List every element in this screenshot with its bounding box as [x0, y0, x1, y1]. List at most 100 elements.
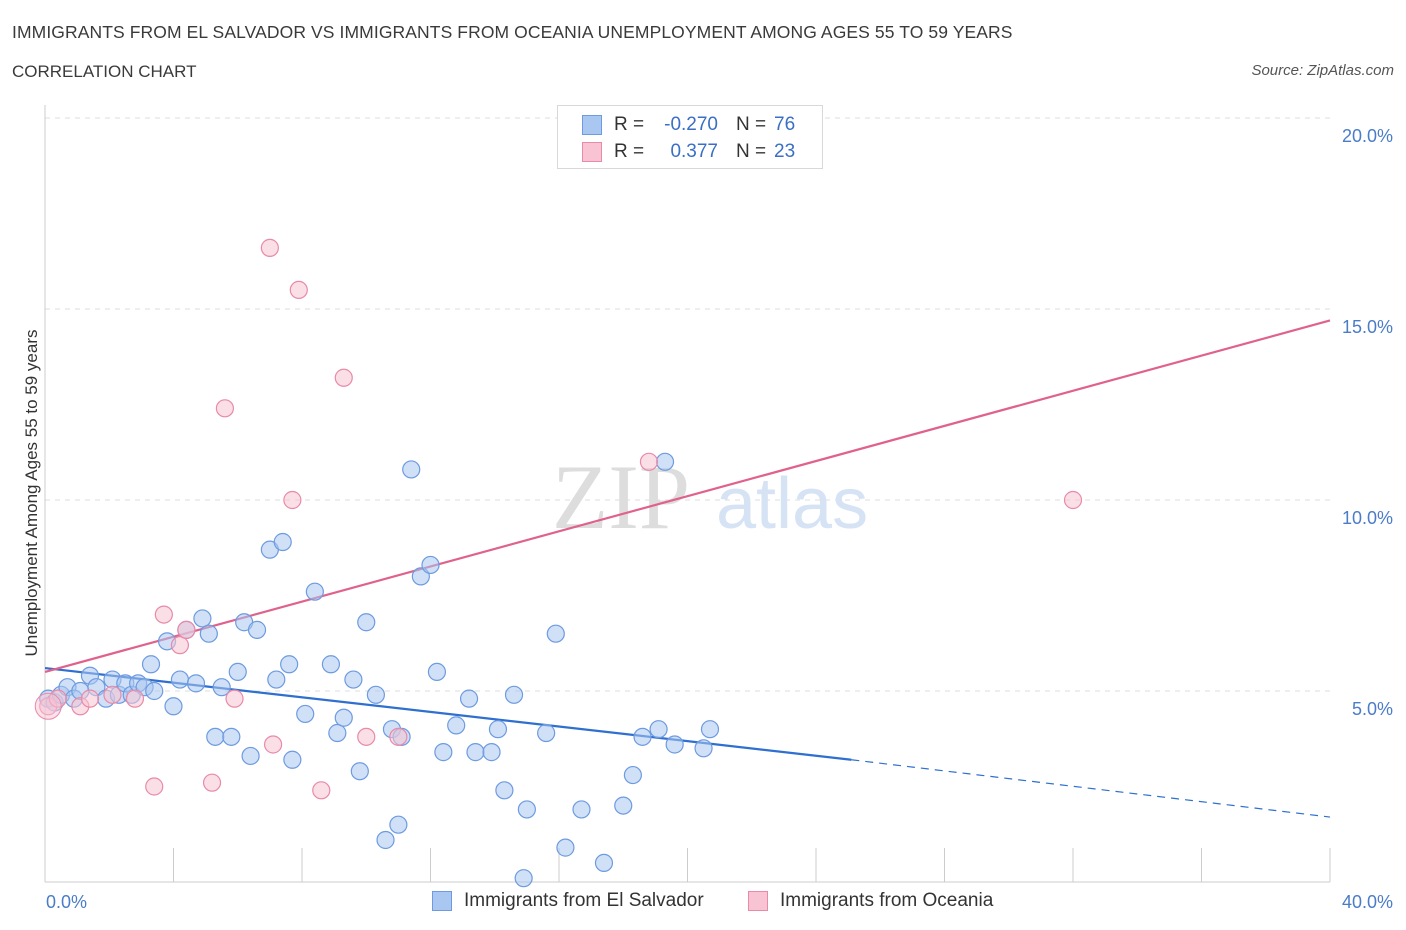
el-salvador-point [212, 678, 231, 697]
el-salvador-point [421, 555, 440, 575]
axes [44, 105, 1331, 883]
el-salvador-point [482, 743, 501, 762]
el-salvador-point [305, 582, 324, 601]
gridlines [45, 117, 1330, 692]
el-salvador-point [296, 704, 315, 724]
el-salvador-point [517, 800, 536, 819]
el-salvador-point [222, 727, 241, 746]
el-salvador-point [623, 765, 642, 785]
el-salvador-point [344, 670, 363, 689]
y-axis-label: Unemployment Among Ages 55 to 59 years [22, 330, 41, 657]
oceania-point [1063, 490, 1083, 510]
el-salvador-point [376, 830, 395, 850]
legend-row-el-salvador: R = -0.270 N = 76 [582, 113, 795, 137]
el-salvador-point [241, 746, 260, 766]
el-salvador-point [514, 869, 533, 888]
el-salvador-point [488, 720, 508, 739]
el-salvador-point [466, 743, 485, 762]
el-salvador-point [504, 685, 524, 704]
el-salvador-point [357, 613, 376, 632]
y-tick-label: 20.0% [1342, 126, 1393, 146]
x-tick-label: 40.0% [1342, 892, 1393, 912]
bottom-legend-label-el-salvador: Immigrants from El Salvador [464, 890, 704, 911]
el-salvador-point [389, 815, 408, 834]
y-tick-label: 10.0% [1342, 508, 1393, 528]
oceania-point [177, 620, 196, 639]
points [34, 238, 1083, 888]
source-label: Source: ZipAtlas.com [1251, 62, 1394, 79]
oceania-point [389, 727, 408, 746]
el-salvador-point [665, 735, 684, 754]
bottom-legend-el-salvador: Immigrants from El Salvador [432, 890, 704, 912]
watermark-atlas: atlas [716, 464, 868, 544]
el-salvador-point [228, 662, 247, 682]
chart-subtitle: CORRELATION CHART [12, 62, 197, 81]
bottom-legend-swatch-el-salvador [432, 891, 452, 911]
el-salvador-point [267, 670, 286, 689]
legend-r-label: R = [614, 141, 645, 162]
el-salvador-point [594, 853, 614, 873]
el-salvador-point [186, 674, 206, 693]
el-salvador-point [655, 452, 675, 471]
el-salvador-point [247, 620, 267, 639]
oceania-point [154, 605, 173, 624]
oceania-point [312, 781, 331, 800]
el-salvador-point [141, 655, 161, 674]
oceania-point [225, 689, 244, 708]
oceania-point [289, 280, 308, 299]
legend-swatch-oceania [582, 142, 602, 162]
oceania-point [639, 452, 659, 471]
y-tick-label: 5.0% [1352, 699, 1393, 719]
oceania-point [263, 735, 283, 754]
el-salvador-point [145, 681, 164, 701]
oceania-point [334, 368, 353, 387]
legend: R = -0.270 N = 76 R = 0.377 N = 23 [557, 105, 823, 169]
el-salvador-point [402, 460, 421, 479]
el-salvador-point [447, 716, 466, 735]
el-salvador-point [170, 670, 190, 689]
y-tick-label: 15.0% [1342, 317, 1393, 337]
el-salvador-point [495, 781, 514, 800]
el-salvador-point [459, 689, 479, 708]
el-salvador-point [434, 743, 453, 762]
legend-r-value: -0.270 [664, 114, 718, 135]
oceania-point [202, 773, 222, 792]
oceania-point [145, 777, 164, 796]
legend-n-value: 76 [774, 114, 796, 135]
tick-labels: 5.0% 10.0% 15.0% 20.0% 0.0% 40.0% [46, 126, 1393, 912]
watermark: ZIP atlas [552, 446, 868, 548]
el-salvador-point [694, 739, 713, 758]
x-tick-label: 0.0% [46, 892, 87, 912]
el-salvador-point [334, 708, 353, 727]
chart-title: IMMIGRANTS FROM EL SALVADOR VS IMMIGRANT… [12, 22, 1013, 42]
oceania-point [357, 727, 376, 746]
legend-swatch-el-salvador [582, 115, 602, 135]
oceania-point [125, 689, 145, 708]
oceania-trendline [44, 319, 1331, 673]
el-salvador-point [633, 727, 652, 746]
legend-r-label: R = [614, 114, 645, 135]
el-salvador-point [350, 762, 369, 781]
el-salvador-point [556, 838, 575, 857]
el-salvador-point [283, 750, 302, 769]
el-salvador-point [193, 609, 212, 628]
el-salvador-point [199, 624, 218, 643]
legend-n-label: N = [736, 141, 767, 162]
legend-row-oceania: R = 0.377 N = 23 [582, 140, 795, 164]
el-salvador-point [649, 720, 668, 739]
el-salvador-point [614, 796, 633, 815]
el-salvador-point [546, 624, 565, 643]
oceania-point [215, 399, 234, 418]
el-salvador-point [273, 532, 292, 552]
el-salvador-point [164, 697, 183, 716]
el-salvador-point [280, 655, 299, 674]
el-salvador-point [366, 685, 385, 704]
el-salvador-point [206, 727, 225, 746]
el-salvador-point [537, 723, 556, 743]
el-salvador-trendline-extension [851, 759, 1331, 818]
oceania-point [170, 636, 190, 655]
legend-n-value: 23 [774, 141, 796, 162]
oceania-point [103, 685, 122, 704]
el-salvador-point [321, 655, 341, 674]
